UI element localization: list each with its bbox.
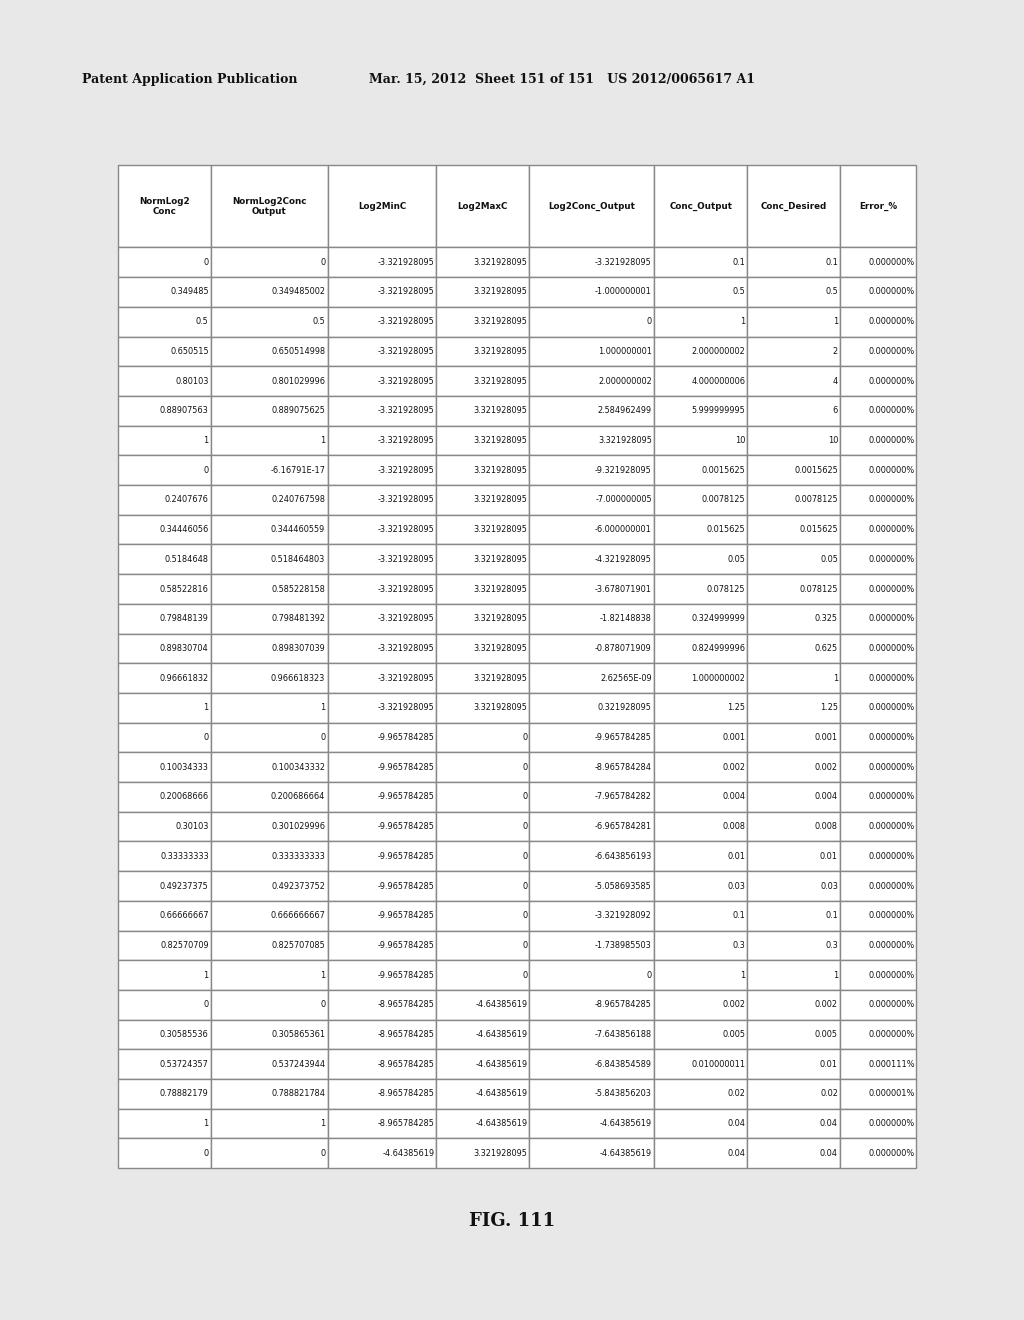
Text: FIG. 111: FIG. 111 bbox=[469, 1212, 555, 1230]
Text: Mar. 15, 2012  Sheet 151 of 151   US 2012/0065617 A1: Mar. 15, 2012 Sheet 151 of 151 US 2012/0… bbox=[369, 73, 755, 86]
Text: Patent Application Publication: Patent Application Publication bbox=[82, 73, 297, 86]
